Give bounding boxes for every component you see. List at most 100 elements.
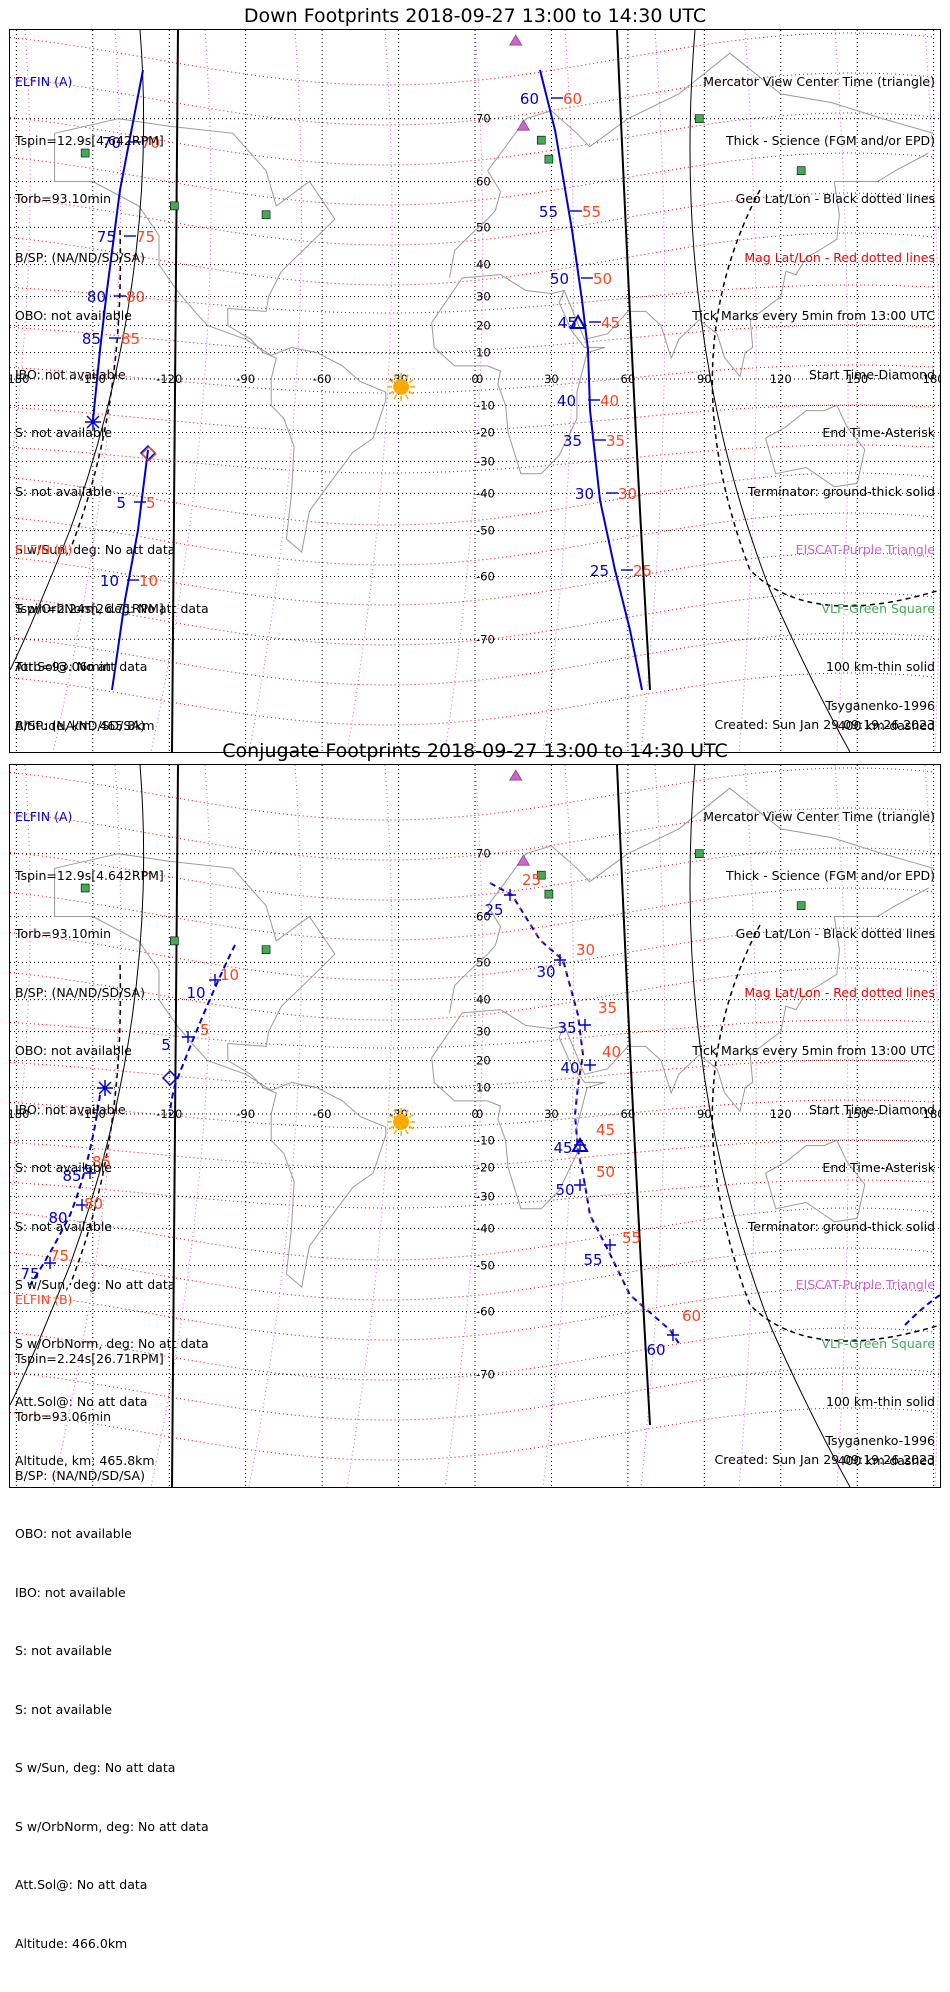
sun-ray (408, 390, 414, 395)
vlf-square-icon (796, 901, 806, 910)
elfin-a-obo: OBO: not available (15, 1043, 132, 1058)
down-legend: Mercator View Center Time (triangle) Thi… (692, 33, 935, 774)
tick-label-b: 35 (606, 432, 625, 450)
tick-label-a: 85 (62, 1167, 81, 1185)
terminator-line-west (171, 30, 179, 752)
sun-ray (404, 1109, 409, 1115)
curve-400km-west (69, 964, 122, 1286)
coastline (431, 274, 606, 475)
lon-tick-label: -150 (80, 372, 106, 386)
elfin-b-track-east (489, 882, 681, 1346)
elfin-a-obo: OBO: not available (15, 308, 132, 323)
elfin-a-ssun: S w/Sun, deg: No att data (15, 542, 176, 557)
mag-lon-line (10, 765, 31, 1210)
sun-icon (393, 378, 410, 395)
mag-lat-line (10, 552, 935, 606)
mag-lon-line (542, 30, 575, 752)
curve-400km-west (69, 229, 122, 551)
elfin-b-bsp: B/SP: (NA/ND/SD/SA) (15, 717, 145, 733)
elfin-a-bsp: B/SP: (NA/ND/SD/SA) (15, 984, 145, 1000)
tick-label-a: 55 (539, 203, 558, 221)
mag-lon-line (444, 30, 484, 752)
mag-lat-line (10, 284, 935, 314)
tick-label-a: 50 (550, 270, 569, 288)
mag-lat-line (10, 1019, 935, 1049)
coastline (54, 118, 387, 554)
elfin-a-s2: S: not available (15, 1218, 112, 1234)
tick-mark (182, 1031, 194, 1043)
mag-lat-line (10, 967, 935, 1021)
lat-tick-label: -50 (476, 524, 495, 538)
elfin-a-track-south (111, 449, 149, 691)
legend-400km: 400 km-dashed (837, 1452, 935, 1468)
elfin-b-tspin: Tspin=2.24s[26.71RPM] (15, 1350, 164, 1366)
legend-100km: 100 km-thin solid (826, 659, 935, 674)
tick-mark (209, 974, 221, 986)
conj-model-label: Tsyganenko-1996 (825, 1433, 935, 1448)
mag-lat-line (10, 364, 935, 394)
mag-lat-line (10, 232, 935, 286)
lat-tick-label: 40 (476, 258, 491, 272)
legend-mag: Mag Lat/Lon - Red dotted lines (744, 249, 935, 265)
coastline (431, 1009, 606, 1210)
tick-label-b: 45 (601, 314, 620, 332)
mag-lat-line (10, 32, 935, 86)
tick-label-b: 50 (593, 270, 612, 288)
tick-label-a: 40 (557, 392, 576, 410)
sun-ray (388, 379, 394, 384)
curve-100km-east (689, 30, 851, 752)
lat-tick-label: -10 (476, 1133, 495, 1147)
mag-lat-line (10, 632, 935, 686)
tick-label-b: 25 (522, 871, 541, 889)
sun-ray (404, 394, 409, 400)
tick-label-a: 10 (100, 572, 119, 590)
conj-created-label: Created: Sun Jan 29 09:19:26 2023 (714, 1452, 935, 1467)
end-asterisk-icon (97, 1080, 113, 1096)
elfin-b-altitude: Altitude: 466.0km (15, 1935, 128, 1951)
legend-terminator: Terminator: ground-thick solid (747, 1218, 935, 1234)
tick-label-a: 30 (536, 963, 555, 981)
lat-tick-label: 10 (476, 1081, 491, 1095)
lon-tick-label: 30 (544, 1107, 559, 1121)
vlf-square-icon (80, 148, 90, 158)
elfin-b-s1: S: not available (15, 1643, 112, 1658)
down-created-label: Created: Sun Jan 29 09:19:26 2023 (714, 717, 935, 732)
lon-tick-label: -60 (313, 372, 332, 386)
lat-tick-label: 60 (476, 909, 491, 923)
tick-label-a: 35 (563, 432, 582, 450)
coastline (563, 152, 929, 378)
elfin-a-track-west (92, 69, 144, 421)
lon-tick-label: -180 (10, 1107, 29, 1121)
coastline (765, 1139, 866, 1223)
tick-mark (574, 1179, 586, 1191)
sun-ray (388, 1114, 394, 1119)
lat-tick-label: 30 (476, 1025, 491, 1039)
mag-lat-line (10, 72, 935, 126)
tick-label-a: 70 (102, 134, 121, 152)
mag-lat-line (10, 112, 935, 166)
mag-lon-line (542, 765, 575, 1487)
elfin-a-sorb: S w/OrbNorm, deg: No att data (15, 600, 209, 616)
mag-lat-line (10, 1099, 935, 1129)
lon-tick-label: 90 (697, 372, 712, 386)
down-model-label: Tsyganenko-1996 (825, 698, 935, 713)
eiscat-triangle-icon (509, 34, 523, 46)
mag-lat-line (10, 1327, 935, 1381)
elfin-a-torb: Torb=93.10min (15, 191, 112, 206)
tick-mark (579, 1019, 591, 1031)
lat-tick-label: -70 (476, 632, 495, 646)
mag-lon-line (924, 765, 940, 1487)
tick-mark (584, 1059, 596, 1071)
lat-tick-label: 20 (476, 319, 491, 333)
mag-lon-line (738, 765, 757, 1487)
down-map-panel: 706050403020100-10-20-30-40-50-60-70-180… (9, 29, 941, 1201)
tick-label-a: 35 (557, 1019, 576, 1037)
mag-lat-line (10, 324, 935, 354)
tick-label-a: 55 (583, 1251, 602, 1269)
mag-lon-line (640, 765, 666, 1487)
vlf-square-icon (544, 889, 554, 899)
mag-lon-line (738, 30, 757, 752)
tick-label-a: 25 (484, 901, 503, 919)
tick-label-b: 45 (596, 1121, 615, 1139)
lat-tick-label: -40 (476, 486, 495, 500)
